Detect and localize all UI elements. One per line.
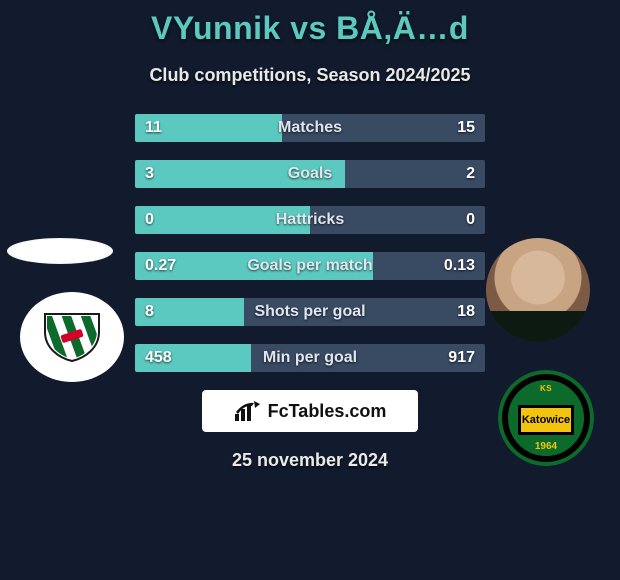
player-right-photo: [486, 238, 590, 342]
page-title: VYunnik vs BÅ‚Ä…d: [0, 0, 620, 47]
player-right-club-crest: KS Katowice 1964: [498, 370, 594, 466]
avatar-placeholder-icon: [7, 238, 113, 264]
fctables-logo-icon: [234, 400, 262, 422]
comparison-body: KS Katowice 1964 1115Matches32Goals00Hat…: [0, 114, 620, 372]
brand-text: FcTables.com: [268, 401, 387, 422]
brand-badge[interactable]: FcTables.com: [202, 390, 418, 432]
stat-label: Goals per match: [135, 252, 485, 280]
stat-label: Goals: [135, 160, 485, 188]
stat-rows: 1115Matches 32Goals 00Hattricks 0.270.13Goa…: [135, 114, 485, 372]
stat-label: Min per goal: [135, 344, 485, 372]
stat-row: 458917Min per goal: [135, 344, 485, 372]
stat-label: Matches: [135, 114, 485, 142]
stat-label: Shots per goal: [135, 298, 485, 326]
stat-row: 00Hattricks: [135, 206, 485, 234]
crest-bg: KS Katowice 1964: [498, 370, 594, 466]
player-left-club-crest: [20, 292, 124, 382]
comparison-card: VYunnik vs BÅ‚Ä…d Club competitions, Sea…: [0, 0, 620, 580]
stat-label: Hattricks: [135, 206, 485, 234]
stat-row: 1115Matches: [135, 114, 485, 142]
player-left-photo: [7, 238, 113, 264]
avatar-placeholder-icon: [486, 238, 590, 342]
crest-bottom-text: 1964: [498, 441, 594, 452]
subtitle: Club competitions, Season 2024/2025: [0, 65, 620, 86]
stat-row: 818Shots per goal: [135, 298, 485, 326]
shield-icon: [41, 312, 103, 362]
stat-row: 32Goals: [135, 160, 485, 188]
crest-top-text: KS: [498, 384, 594, 393]
stat-row: 0.270.13Goals per match: [135, 252, 485, 280]
crest-mid-text: Katowice: [518, 405, 574, 435]
